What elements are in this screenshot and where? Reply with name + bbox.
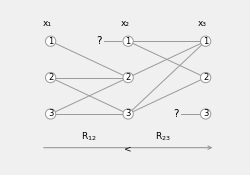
Text: R$_{12}$: R$_{12}$ [82,131,97,143]
Text: x₂: x₂ [120,19,130,28]
Text: 3: 3 [48,110,53,118]
Text: x₃: x₃ [198,19,207,28]
Ellipse shape [200,72,211,83]
Ellipse shape [123,36,133,46]
Text: 2: 2 [203,73,208,82]
Text: <: < [124,144,132,153]
Ellipse shape [46,36,56,46]
Text: ?: ? [96,36,102,46]
Text: 1: 1 [126,37,131,46]
Ellipse shape [200,36,211,46]
Text: 3: 3 [126,110,131,118]
Ellipse shape [123,109,133,119]
Text: 2: 2 [48,73,53,82]
Text: ?: ? [174,109,179,119]
Text: R$_{23}$: R$_{23}$ [155,131,171,143]
Ellipse shape [123,72,133,83]
Ellipse shape [46,109,56,119]
Text: x₁: x₁ [43,19,52,28]
Ellipse shape [200,109,211,119]
Ellipse shape [46,72,56,83]
Text: 3: 3 [203,110,208,118]
Text: 1: 1 [48,37,53,46]
Text: 1: 1 [203,37,208,46]
Text: 2: 2 [126,73,131,82]
